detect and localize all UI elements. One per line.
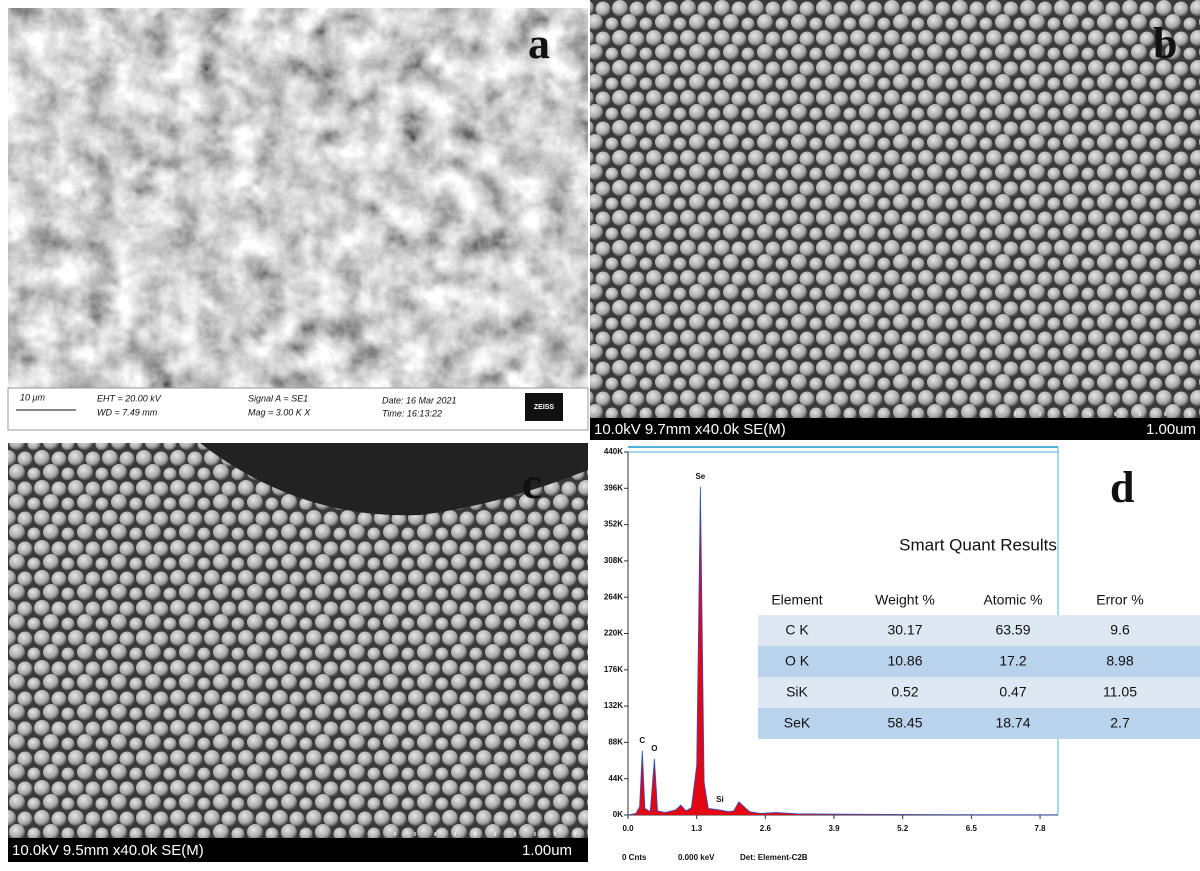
table-cell: 9.6 <box>1110 622 1130 638</box>
table-cell: 30.17 <box>887 622 922 638</box>
x-tick-label: 0.0 <box>622 824 634 833</box>
peak-label: O <box>651 744 657 753</box>
scale-text: 1.00um <box>522 842 572 859</box>
y-tick-label: 396K <box>604 483 623 492</box>
table-cell: 63.59 <box>995 622 1030 638</box>
y-tick-label: 176K <box>604 665 623 674</box>
table-cell: 18.74 <box>995 715 1030 731</box>
peak-label: Se <box>695 472 705 481</box>
table-cell: O K <box>785 653 810 669</box>
sem-image <box>590 0 1200 418</box>
table-cell: C K <box>785 622 809 638</box>
scale-text: 1.00um <box>1146 421 1196 438</box>
table-cell: SiK <box>786 684 808 700</box>
footer-text: Det: Element-C2B <box>740 853 808 862</box>
sem-image <box>8 8 588 388</box>
info-text: EHT = 20.00 kV <box>97 393 162 403</box>
table-header: Atomic % <box>983 592 1042 608</box>
y-tick-label: 264K <box>604 592 623 601</box>
x-tick-label: 1.3 <box>691 824 703 833</box>
y-tick-label: 132K <box>604 701 623 710</box>
table-header: Error % <box>1096 592 1143 608</box>
panel-label: b <box>1153 19 1177 68</box>
table-title: Smart Quant Results <box>899 535 1057 554</box>
logo: ZEISS <box>534 404 555 411</box>
table-cell: 58.45 <box>887 715 922 731</box>
scale-text: 10 μm <box>20 392 45 402</box>
y-tick-label: 440K <box>604 447 623 456</box>
y-tick-label: 44K <box>608 774 623 783</box>
y-tick-label: 0K <box>613 810 623 819</box>
info-text: Date: 16 Mar 2021 <box>382 395 457 405</box>
footer-text: 0.000 keV <box>678 853 715 862</box>
table-header: Weight % <box>875 592 935 608</box>
panel-c: c 10.0kV 9.5mm x40.0k SE(M) 1.00um <box>8 443 588 862</box>
info-text: Signal A = SE1 <box>248 393 308 403</box>
y-tick-label: 308K <box>604 556 623 565</box>
table-cell: 17.2 <box>999 653 1026 669</box>
peak-label: C <box>639 736 645 745</box>
info-text: Mag = 3.00 K X <box>248 407 311 417</box>
table-row <box>758 646 1200 677</box>
info-text: 10.0kV 9.7mm x40.0k SE(M) <box>594 421 786 438</box>
table-cell: 10.86 <box>887 653 922 669</box>
panel-label: a <box>528 19 550 68</box>
table-header: Element <box>771 592 822 608</box>
info-text: 10.0kV 9.5mm x40.0k SE(M) <box>12 842 204 859</box>
peak-label: Si <box>716 795 724 804</box>
x-tick-label: 6.5 <box>966 824 978 833</box>
table-cell: 8.98 <box>1106 653 1133 669</box>
table-cell: 11.05 <box>1103 684 1137 700</box>
footer-text: 0 Cnts <box>622 853 647 862</box>
sem-image <box>8 443 588 838</box>
panel-label: c <box>522 459 542 508</box>
info-text: Time: 16:13:22 <box>382 408 442 418</box>
panel-label: d <box>1110 463 1134 512</box>
table-cell: 2.7 <box>1110 715 1130 731</box>
info-text: WD = 7.49 mm <box>97 407 158 417</box>
y-tick-label: 352K <box>604 520 623 529</box>
table-row <box>758 708 1200 739</box>
table-cell: SeK <box>784 715 811 731</box>
figure: a 10 μm EHT = 20.00 kV WD = 7.49 mm Sign… <box>0 0 1200 866</box>
x-tick-label: 2.6 <box>760 824 772 833</box>
y-tick-label: 88K <box>608 738 623 747</box>
x-tick-label: 7.8 <box>1034 824 1046 833</box>
y-tick-label: 220K <box>604 629 623 638</box>
table-cell: 0.52 <box>891 684 918 700</box>
panel-b: b 10.0kV 9.7mm x40.0k SE(M) 1.00um <box>590 0 1200 440</box>
x-tick-label: 5.2 <box>897 824 909 833</box>
panel-a: a 10 μm EHT = 20.00 kV WD = 7.49 mm Sign… <box>8 8 588 430</box>
table-row <box>758 615 1200 646</box>
x-tick-label: 3.9 <box>828 824 840 833</box>
table-cell: 0.47 <box>999 684 1026 700</box>
